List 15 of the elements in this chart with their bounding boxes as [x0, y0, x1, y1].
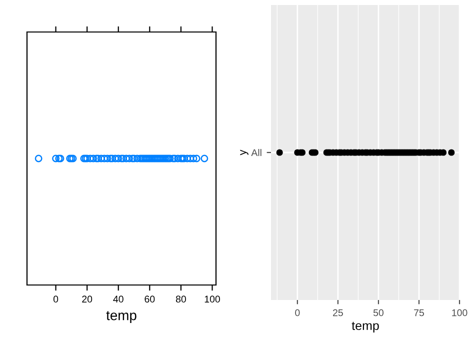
x-tick-label: 50 [373, 309, 384, 316]
x-tick-label: 80 [176, 296, 186, 303]
x-tick-label: 100 [452, 309, 468, 316]
x-tick-label: 25 [333, 309, 343, 316]
x-tick-label: 40 [113, 296, 124, 303]
y-tick-label: All [251, 148, 262, 156]
x-tick-label: 0 [53, 296, 58, 303]
x-tick-label: 20 [82, 296, 92, 303]
x-tick-label: 100 [204, 296, 220, 303]
x-tick-label: 0 [295, 309, 300, 316]
x-axis-title: temp [106, 311, 136, 323]
x-axis-title: temp [352, 322, 379, 333]
y-axis-title: y [240, 150, 248, 156]
x-tick-label: 60 [144, 296, 155, 303]
x-tick-label: 75 [414, 309, 424, 316]
